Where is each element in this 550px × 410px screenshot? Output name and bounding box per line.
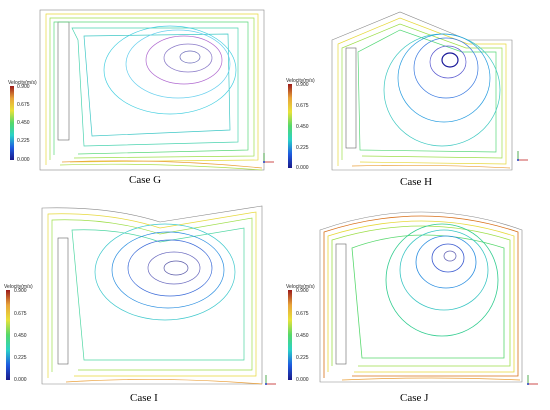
case-j-legend: Velocity(m/s) 0.900 0.675 0.450 0.225 0.…	[286, 284, 322, 384]
legend-tick: 0.450	[296, 124, 309, 130]
legend-tick: 0.900	[14, 288, 27, 294]
legend-tick: 0.225	[296, 145, 309, 151]
legend-tick: 0.000	[296, 165, 309, 171]
legend-tick: 0.900	[296, 82, 309, 88]
case-j-caption: Case J	[400, 392, 429, 404]
legend-tick: 0.675	[296, 311, 309, 317]
case-h-caption: Case H	[400, 176, 433, 188]
case-i-caption: Case I	[130, 392, 158, 404]
legend-tick: 0.900	[17, 84, 30, 90]
legend-tick: 0.000	[17, 157, 30, 163]
legend-colorbar	[6, 290, 10, 380]
case-h-legend: Velocity(m/s) 0.900 0.675 0.450 0.225 0.…	[286, 78, 322, 173]
legend-colorbar	[288, 290, 292, 380]
axes-triad-icon	[527, 375, 538, 385]
legend-tick: 0.000	[14, 377, 27, 383]
case-j-streamlines	[319, 211, 523, 383]
case-g-caption: Case G	[129, 174, 162, 186]
legend-tick: 0.675	[17, 102, 30, 108]
legend-tick: 0.225	[296, 355, 309, 361]
legend-title: Velocity(m/s)	[4, 284, 33, 290]
legend-colorbar	[288, 84, 292, 168]
legend-title: Velocity(m/s)	[286, 284, 315, 290]
case-i-panel: Velocity(m/s) 0.900 0.675 0.450 0.225 0.…	[0, 200, 280, 410]
case-g-legend: Velocity(m/s) 0.900 0.675 0.450 0.225 0.…	[8, 80, 44, 170]
legend-colorbar	[10, 86, 14, 160]
axes-triad-icon	[265, 375, 276, 385]
case-h-streamlines	[331, 11, 513, 171]
legend-tick: 0.000	[296, 377, 309, 383]
legend-tick: 0.450	[17, 120, 30, 126]
legend-tick: 0.450	[296, 333, 309, 339]
case-g-streamlines	[39, 9, 265, 171]
legend-tick: 0.675	[296, 103, 309, 109]
case-g-panel: Velocity(m/s) 0.900 0.675 0.450 0.225 0.…	[0, 0, 280, 200]
legend-tick: 0.675	[14, 311, 27, 317]
legend-tick: 0.450	[14, 333, 27, 339]
legend-tick: 0.225	[14, 355, 27, 361]
case-i-legend: Velocity(m/s) 0.900 0.675 0.450 0.225 0.…	[4, 284, 40, 384]
case-i-streamlines	[41, 205, 263, 385]
legend-tick: 0.900	[296, 288, 309, 294]
axes-triad-icon	[263, 153, 274, 163]
axes-triad-icon	[517, 151, 528, 161]
legend-title: Velocity(m/s)	[286, 78, 315, 84]
legend-title: Velocity(m/s)	[8, 80, 37, 86]
legend-tick: 0.225	[17, 138, 30, 144]
case-j-panel: Velocity(m/s) 0.900 0.675 0.450 0.225 0.…	[282, 200, 550, 410]
case-h-panel: Velocity(m/s) 0.900 0.675 0.450 0.225 0.…	[282, 0, 550, 200]
